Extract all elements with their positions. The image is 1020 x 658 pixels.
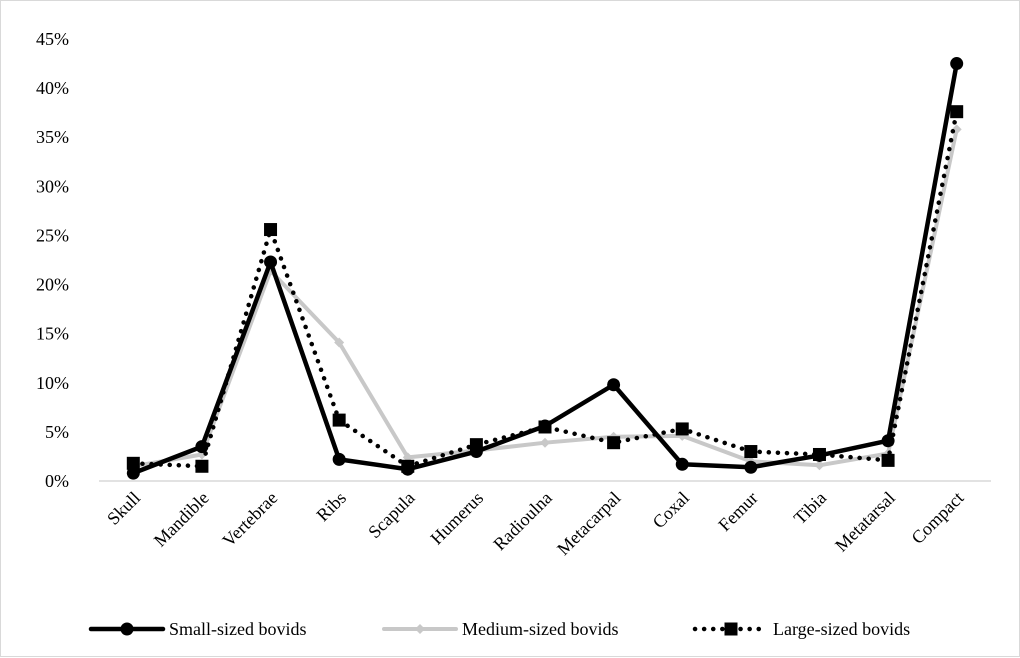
data-point	[724, 622, 738, 636]
series-line	[131, 109, 959, 469]
data-point	[195, 440, 209, 454]
data-point	[814, 460, 825, 471]
legend: Small-sized bovids Medium-sized bovids Lar…	[88, 619, 910, 639]
data-point	[332, 413, 346, 427]
x-tick-label: Skull	[103, 488, 144, 529]
data-point	[675, 457, 689, 471]
data-point	[540, 437, 550, 448]
data-point	[195, 459, 209, 473]
data-point	[744, 445, 758, 459]
x-tick-label: Vertebrae	[218, 488, 281, 551]
legend-item: Medium-sized bovids	[382, 619, 618, 639]
series-square	[126, 105, 964, 473]
series-line	[131, 61, 959, 476]
data-point	[881, 453, 895, 467]
x-tick-label: Radioulna	[489, 488, 555, 554]
data-point	[126, 456, 140, 470]
data-point	[607, 436, 621, 450]
x-tick-label: Compact	[907, 488, 967, 548]
y-tick-label: 35%	[36, 127, 69, 147]
data-point	[332, 452, 346, 466]
y-tick-label: 45%	[36, 29, 69, 49]
y-tick-label: 40%	[36, 78, 69, 98]
y-tick-label: 30%	[36, 176, 69, 196]
x-tick-label: Mandible	[150, 488, 213, 551]
data-point	[744, 460, 758, 474]
legend-label: Large-sized bovids	[773, 619, 910, 639]
data-point	[607, 378, 621, 392]
y-tick-label: 10%	[36, 373, 69, 393]
legend-label: Medium-sized bovids	[462, 619, 618, 639]
data-point	[415, 624, 425, 634]
data-point	[469, 438, 483, 452]
y-tick-label: 15%	[36, 324, 69, 344]
data-point	[334, 337, 345, 348]
x-tick-label: Tibia	[790, 488, 831, 529]
data-point	[675, 422, 689, 436]
data-point	[264, 255, 278, 269]
y-tick-label: 5%	[45, 422, 69, 442]
x-tick-label: Femur	[714, 488, 761, 535]
y-tick-label: 25%	[36, 225, 69, 245]
y-axis-ticks: 0% 5% 10% 15% 20% 25% 30% 35% 40% 45%	[36, 29, 69, 491]
legend-label: Small-sized bovids	[169, 619, 307, 639]
series-diamond	[128, 124, 962, 472]
data-point	[950, 57, 964, 71]
x-tick-label: Coxal	[649, 488, 694, 533]
series-circle	[126, 57, 964, 480]
data-point	[812, 447, 826, 461]
data-point	[120, 622, 134, 636]
data-point	[126, 466, 140, 480]
data-point	[950, 105, 964, 119]
x-tick-label: Humerus	[426, 488, 487, 549]
x-tick-label: Scapula	[364, 488, 418, 542]
x-tick-label: Metatarsal	[831, 488, 899, 556]
x-axis-ticks: Skull Mandible Vertebrae Ribs Scapula Humerus…	[103, 488, 967, 559]
data-point	[538, 420, 552, 434]
y-tick-label: 20%	[36, 275, 69, 295]
series-group	[126, 57, 964, 480]
x-tick-label: Metacarpal	[553, 488, 624, 559]
legend-item: Large-sized bovids	[692, 619, 910, 639]
y-tick-label: 0%	[45, 471, 69, 491]
data-point	[401, 459, 415, 473]
x-tick-label: Ribs	[312, 488, 349, 525]
legend-item: Small-sized bovids	[88, 619, 307, 639]
data-point	[264, 223, 278, 237]
